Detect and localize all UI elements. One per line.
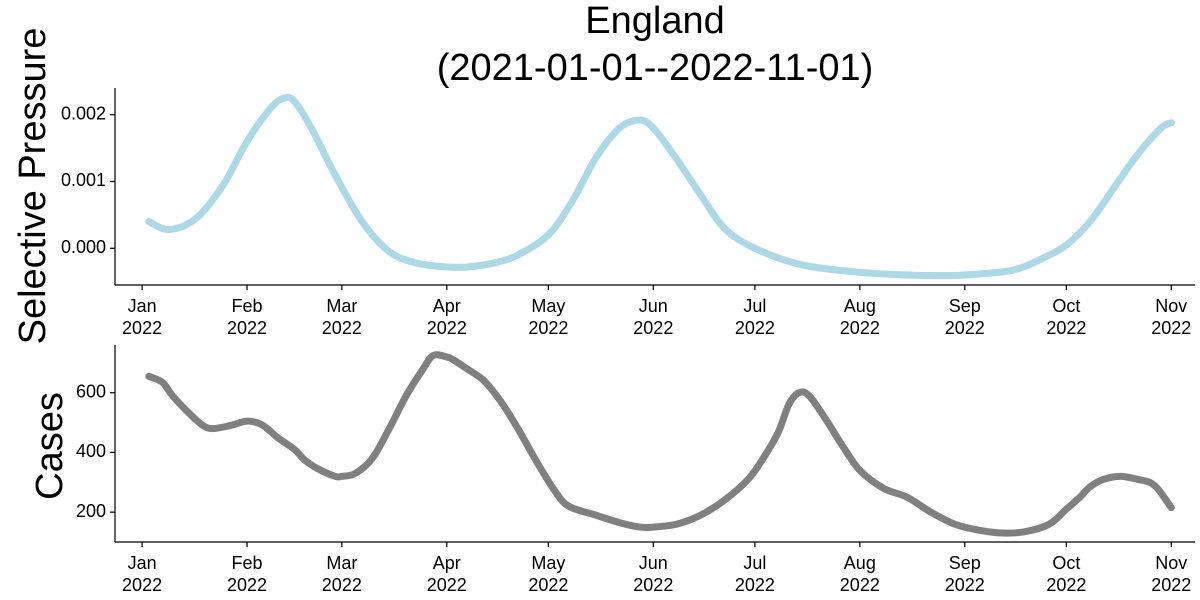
selective-pressure-y-tick-label: 0.002 (61, 103, 106, 123)
cases-panel: Cases200400600Jan2022Feb2022Mar2022Apr20… (29, 345, 1195, 595)
selective-pressure-x-tick-month: Oct (1052, 296, 1080, 316)
selective-pressure-y-axis-label: Selective Pressure (12, 28, 54, 345)
selective-pressure-x-tick-month: Jun (639, 296, 668, 316)
cases-x-tick-year: 2022 (227, 575, 267, 595)
selective-pressure-x-tick-month: Jul (743, 296, 766, 316)
selective-pressure-x-tick-month: Apr (433, 296, 461, 316)
cases-x-tick-month: May (531, 553, 565, 573)
selective-pressure-x-tick-month: Sep (949, 296, 981, 316)
selective-pressure-x-tick-year: 2022 (122, 318, 162, 338)
selective-pressure-panel: Selective Pressure 0.0000.0010.002Jan2022… (12, 28, 1195, 345)
cases-y-tick-label: 400 (76, 441, 106, 461)
cases-x-tick-month: Jan (128, 553, 157, 573)
selective-pressure-x-tick-year: 2022 (322, 318, 362, 338)
cases-x-tick-year: 2022 (633, 575, 673, 595)
cases-x-tick-year: 2022 (528, 575, 568, 595)
selective-pressure-x-tick-year: 2022 (427, 318, 467, 338)
cases-x-tick-year: 2022 (1046, 575, 1086, 595)
selective-pressure-x-tick-month: Jan (128, 296, 157, 316)
cases-x-tick-year: 2022 (735, 575, 775, 595)
selective-pressure-x-tick-month: Feb (232, 296, 263, 316)
cases-x-tick-month: Aug (844, 553, 876, 573)
cases-y-axis-label: Cases (29, 392, 71, 500)
cases-x-tick-year: 2022 (122, 575, 162, 595)
selective-pressure-series-line (145, 93, 1175, 280)
cases-series-line (145, 351, 1175, 537)
selective-pressure-x-tick-month: May (531, 296, 565, 316)
selective-pressure-x-tick-month: Nov (1155, 296, 1187, 316)
cases-x-tick-month: Feb (232, 553, 263, 573)
selective-pressure-x-tick-year: 2022 (945, 318, 985, 338)
cases-x-tick-year: 2022 (840, 575, 880, 595)
cases-x-tick-year: 2022 (322, 575, 362, 595)
cases-x-tick-year: 2022 (427, 575, 467, 595)
selective-pressure-x-tick-year: 2022 (735, 318, 775, 338)
selective-pressure-x-tick-year: 2022 (840, 318, 880, 338)
cases-x-tick-month: Jul (743, 553, 766, 573)
chart-title-line-1: England (585, 0, 724, 42)
selective-pressure-x-tick-year: 2022 (528, 318, 568, 338)
cases-y-tick-label: 200 (76, 501, 106, 521)
cases-x-tick-month: Apr (433, 553, 461, 573)
cases-x-tick-month: Nov (1155, 553, 1187, 573)
selective-pressure-x-tick-year: 2022 (1151, 318, 1191, 338)
selective-pressure-x-tick-month: Mar (326, 296, 357, 316)
selective-pressure-x-tick-year: 2022 (1046, 318, 1086, 338)
chart-title-line-2: (2021-01-01--2022-11-01) (437, 47, 874, 89)
selective-pressure-x-tick-month: Aug (844, 296, 876, 316)
cases-x-tick-year: 2022 (1151, 575, 1191, 595)
cases-x-tick-month: Sep (949, 553, 981, 573)
selective-pressure-y-tick-label: 0.001 (61, 170, 106, 190)
cases-x-tick-year: 2022 (945, 575, 985, 595)
cases-x-tick-month: Mar (326, 553, 357, 573)
selective-pressure-y-tick-label: 0.000 (61, 237, 106, 257)
selective-pressure-x-tick-year: 2022 (227, 318, 267, 338)
cases-x-tick-month: Oct (1052, 553, 1080, 573)
cases-y-tick-label: 600 (76, 382, 106, 402)
cases-x-tick-month: Jun (639, 553, 668, 573)
selective-pressure-x-tick-year: 2022 (633, 318, 673, 338)
